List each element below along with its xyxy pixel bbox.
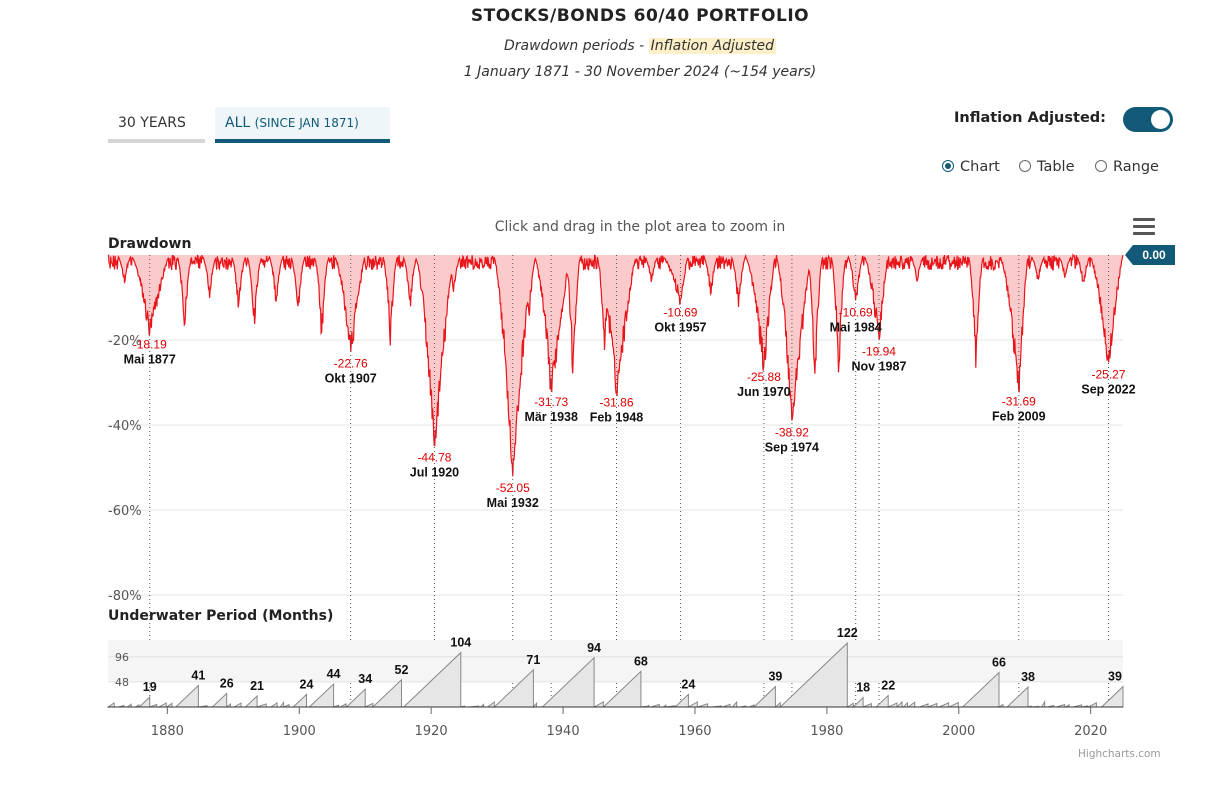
trough-date-label: Jun 1970 (737, 385, 791, 399)
toggle-knob (1151, 110, 1170, 129)
x-axis-tick-label: 2000 (942, 724, 975, 739)
underwater-panel-title: Underwater Period (Months) (108, 608, 334, 624)
underwater-period-label: 38 (1021, 670, 1035, 684)
x-axis-tick-label: 2020 (1074, 724, 1107, 739)
period-text: 1 January 1871 - 30 November 2024 (~154 … (463, 64, 817, 80)
trough-date-label: Feb 2009 (992, 410, 1046, 424)
tab-all[interactable]: ALL (SINCE JAN 1871) (215, 107, 390, 143)
trough-date-label: Sep 2022 (1081, 382, 1135, 396)
trough-date-label: Jul 1920 (410, 465, 459, 479)
underwater-period-label: 24 (300, 677, 314, 691)
underwater-period-label: 68 (634, 654, 648, 668)
trough-value-label: -38.92 (775, 425, 809, 439)
highcharts-credit[interactable]: Highcharts.com (1078, 748, 1161, 760)
drawdown-ytick-label: -20% (108, 334, 142, 349)
radio-chart-dot (942, 160, 954, 172)
current-value-label: 0.00 (1142, 248, 1166, 262)
x-axis-tick-label: 1880 (151, 724, 184, 739)
tab-all-sublabel: (SINCE JAN 1871) (254, 116, 359, 130)
trough-date-label: Okt 1957 (654, 320, 706, 334)
tab-30-years[interactable]: 30 YEARS (108, 107, 205, 143)
underwater-period-label: 22 (881, 678, 895, 692)
zoom-hint: Click and drag in the plot area to zoom … (494, 219, 786, 235)
drawdown-area (108, 255, 1123, 477)
trough-date-label: Mär 1938 (524, 410, 578, 424)
underwater-period-label: 41 (191, 669, 205, 683)
menu-icon[interactable] (1133, 218, 1155, 236)
inflation-toggle-label: Inflation Adjusted: (954, 110, 1106, 126)
underwater-period-label: 21 (250, 679, 264, 693)
underwater-period-label: 104 (450, 636, 471, 650)
underwater-period-label: 44 (327, 667, 341, 681)
current-value-flag (1125, 245, 1175, 265)
underwater-period-label: 26 (220, 676, 234, 690)
trough-date-label: Feb 1948 (590, 410, 644, 424)
radio-range[interactable]: Range (1095, 159, 1159, 175)
x-axis-tick-label: 1960 (678, 724, 711, 739)
tab-all-label: ALL (225, 115, 251, 131)
underwater-ytick-label: 96 (115, 651, 129, 664)
x-axis-tick-label: 1920 (415, 724, 448, 739)
trough-value-label: -19.94 (862, 345, 896, 359)
trough-value-label: -31.69 (1002, 395, 1036, 409)
underwater-period-label: 39 (1108, 670, 1122, 684)
trough-value-label: -25.88 (747, 370, 781, 384)
drawdown-line (107, 253, 1124, 477)
radio-table-label: Table (1037, 159, 1075, 175)
x-axis-tick-label: 1900 (283, 724, 316, 739)
radio-range-dot (1095, 160, 1107, 172)
chart-subtitle: Drawdown periods - Inflation Adjusted (0, 38, 1218, 54)
trough-value-label: -10.69 (839, 305, 873, 319)
underwater-period-label: 34 (358, 672, 372, 686)
trough-value-label: -31.73 (534, 395, 568, 409)
underwater-period-label: 94 (587, 641, 601, 655)
trough-value-label: -52.05 (496, 481, 530, 495)
underwater-area (106, 641, 1124, 709)
drawdown-ytick-label: -60% (108, 504, 142, 519)
chart-title: STOCKS/BONDS 60/40 PORTFOLIO (470, 6, 810, 26)
underwater-period-label: 52 (395, 663, 409, 677)
trough-value-label: -10.69 (663, 305, 697, 319)
underwater-band (108, 640, 1123, 682)
x-axis-tick-label: 1980 (810, 724, 843, 739)
radio-chart[interactable]: Chart (942, 159, 1000, 175)
trough-value-label: -18.19 (133, 337, 167, 351)
trough-value-label: -25.27 (1091, 367, 1125, 381)
trough-value-label: -22.76 (334, 357, 368, 371)
underwater-period-label: 19 (143, 680, 157, 694)
trough-date-label: Okt 1907 (325, 372, 377, 386)
x-axis-tick-label: 1940 (547, 724, 580, 739)
radio-chart-label: Chart (960, 159, 1000, 175)
underwater-period-label: 24 (681, 677, 695, 691)
trough-value-label: -44.78 (417, 450, 451, 464)
radio-table[interactable]: Table (1019, 159, 1075, 175)
underwater-period-label: 66 (992, 655, 1006, 669)
underwater-period-label: 39 (768, 670, 782, 684)
drawdown-panel-title: Drawdown (108, 236, 192, 252)
underwater-period-label: 18 (856, 681, 870, 695)
subtitle-prefix: Drawdown periods - (503, 38, 649, 54)
trough-date-label: Mai 1932 (487, 496, 539, 510)
trough-date-label: Mai 1877 (124, 352, 176, 366)
underwater-period-label: 71 (526, 653, 540, 667)
radio-range-label: Range (1113, 159, 1159, 175)
trough-value-label: -31.86 (599, 395, 633, 409)
drawdown-ytick-label: -80% (108, 589, 142, 604)
underwater-period-label: 122 (837, 626, 858, 640)
subtitle-highlight: Inflation Adjusted (648, 38, 777, 54)
trough-date-label: Sep 1974 (765, 440, 819, 454)
radio-table-dot (1019, 160, 1031, 172)
trough-date-label: Mai 1984 (830, 320, 882, 334)
drawdown-ytick-label: -40% (108, 419, 142, 434)
inflation-toggle[interactable] (1123, 107, 1173, 132)
underwater-ytick-label: 48 (115, 676, 129, 689)
trough-date-label: Nov 1987 (852, 360, 907, 374)
